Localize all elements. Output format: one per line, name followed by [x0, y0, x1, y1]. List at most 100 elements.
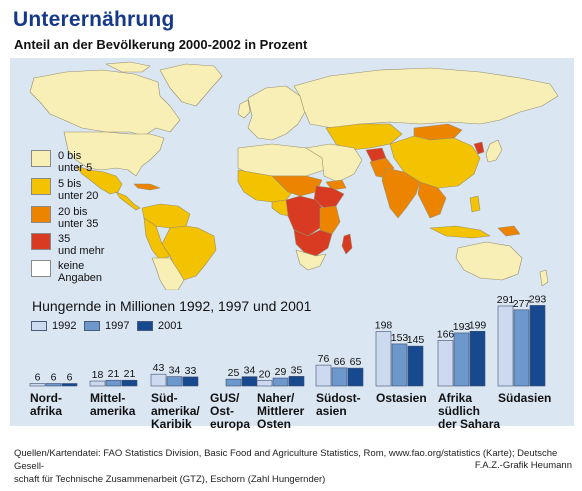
bar-2001-5 [347, 367, 364, 387]
category-label-3: GUS/ Ost- europa [210, 391, 251, 431]
map-japan [485, 139, 503, 163]
map-madagascar [341, 233, 353, 255]
bar-1992-8 [497, 305, 514, 387]
value-label-1-2: 21 [124, 368, 136, 380]
bar-1992-2 [150, 373, 167, 387]
legend-2001: 2001 [137, 320, 182, 332]
bar-2001-1 [121, 379, 138, 387]
legend-item-1: 5 bis unter 20 [31, 178, 98, 202]
value-label-3-1: 25 [228, 367, 240, 379]
map-north-korea [473, 141, 485, 155]
value-label-5-1: 66 [334, 356, 346, 368]
map-philippines [469, 195, 481, 213]
value-label-8-0: 291 [497, 294, 515, 306]
bar-2001-8 [529, 305, 546, 387]
legend-item-4: keine Angaben [31, 260, 102, 284]
legend-item-3: 35 und mehr [31, 233, 104, 257]
legend-swatch-1997 [84, 321, 100, 331]
map-arctic-islands [105, 61, 151, 73]
bar-1992-5 [315, 364, 332, 387]
legend-swatch [31, 206, 51, 223]
value-label-4-1: 29 [275, 366, 287, 378]
legend-label-1997: 1997 [105, 320, 130, 332]
bar-1997-6 [391, 343, 408, 387]
source-note: Quellen/Kartendatei: FAO Statistics Divi… [14, 448, 558, 485]
category-label-0: Nord- afrika [30, 391, 63, 418]
value-label-2-1: 34 [169, 365, 181, 377]
map-gulf-guinea [271, 199, 289, 217]
value-label-6-1: 153 [391, 332, 409, 344]
value-label-5-2: 65 [350, 356, 362, 368]
bar-1992-0 [29, 383, 46, 387]
category-label-5: Südost- asien [316, 391, 361, 418]
bar-2001-0 [61, 383, 78, 387]
category-label-7: Afrika südlich der Sahara [438, 391, 501, 431]
bar-2001-4 [288, 376, 305, 387]
map-new-zealand [539, 269, 549, 287]
legend-label-1992: 1992 [52, 320, 77, 332]
bar-2001-7 [469, 330, 486, 387]
value-label-6-2: 145 [407, 334, 425, 346]
map-southern-africa [293, 229, 333, 257]
value-label-3-2: 34 [244, 365, 256, 377]
bar-2001-3 [241, 376, 258, 387]
bar-2001-6 [407, 345, 424, 387]
legend-label: 20 bis unter 35 [58, 206, 99, 230]
bar-1997-7 [453, 332, 470, 387]
map-middle-east [305, 143, 363, 183]
value-label-0-2: 6 [67, 372, 73, 384]
map-europe [247, 85, 307, 141]
map-southern-cone [151, 257, 185, 290]
category-label-4: Naher/ Mittlerer Osten [257, 391, 305, 431]
value-label-7-1: 193 [453, 321, 471, 333]
value-label-1-1: 21 [108, 368, 120, 380]
legend-swatch [31, 178, 51, 195]
value-label-7-0: 166 [437, 328, 455, 340]
legend-swatch-2001 [137, 321, 153, 331]
map-yemen [325, 179, 347, 191]
legend-swatch [31, 150, 51, 167]
map-greenland [159, 63, 223, 107]
map-indonesia [429, 225, 491, 239]
category-label-1: Mittel- amerika [90, 391, 136, 418]
legend-label: keine Angaben [58, 260, 103, 284]
legend-label-2001: 2001 [158, 320, 183, 332]
bar-1997-8 [513, 309, 530, 387]
bar-1997-4 [272, 377, 289, 387]
map-se-asia [417, 181, 447, 219]
value-label-5-0: 76 [318, 353, 330, 365]
bar-1992-1 [89, 380, 106, 387]
map-south-africa [295, 249, 327, 271]
map-india [381, 167, 421, 219]
value-label-8-2: 293 [529, 293, 547, 305]
bar-1997-0 [45, 383, 62, 387]
bar-1997-2 [166, 376, 183, 387]
value-label-0-1: 6 [51, 372, 57, 384]
bar-1997-1 [105, 379, 122, 387]
bar-1992-4 [256, 380, 273, 387]
map-usa [63, 131, 165, 177]
bar-1997-5 [331, 367, 348, 387]
page-subtitle: Anteil an der Bevölkerung 2000-2002 in P… [14, 37, 308, 52]
value-label-0-0: 6 [35, 372, 41, 384]
value-label-8-1: 277 [513, 298, 531, 310]
value-label-2-2: 33 [185, 365, 197, 377]
legend-item-2: 20 bis unter 35 [31, 206, 98, 230]
map-australia [455, 241, 523, 281]
map-mexico [75, 165, 123, 195]
bar-1992-7 [437, 340, 454, 387]
value-label-4-2: 35 [291, 364, 303, 376]
bar-2001-2 [182, 376, 199, 387]
value-label-6-0: 198 [375, 320, 393, 332]
category-label-2: Süd- amerika/ Karibik [151, 391, 200, 431]
legend-1997: 1997 [84, 320, 129, 332]
value-label-7-2: 199 [469, 319, 487, 331]
category-label-8: Südasien [498, 391, 552, 405]
page-title: Unterernährung [13, 8, 175, 31]
legend-1992: 1992 [31, 320, 76, 332]
category-label-6: Ostasien [376, 391, 427, 405]
value-label-2-0: 43 [153, 362, 165, 374]
world-map [29, 61, 559, 290]
bar-1997-3 [225, 378, 242, 387]
